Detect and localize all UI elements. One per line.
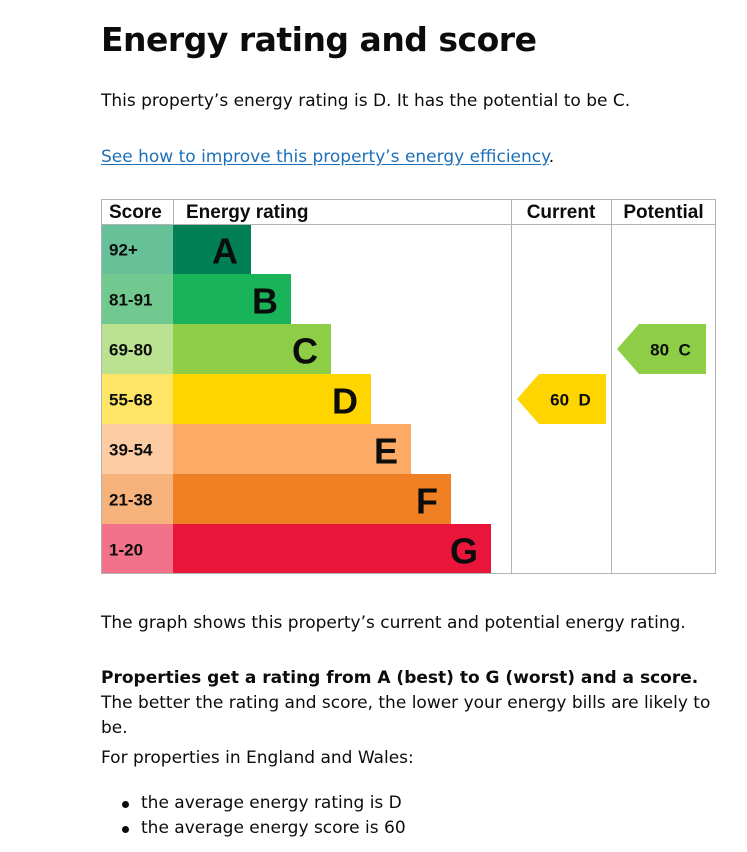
score-range-d: 55-68: [109, 391, 152, 410]
score-cell-e: [101, 424, 173, 474]
current-rating-arrow: [517, 374, 606, 424]
potential-rating-label: 80 C: [650, 341, 691, 360]
chart-border: [101, 199, 716, 574]
score-range-c: 69-80: [109, 341, 152, 360]
score-cell-c: [101, 324, 173, 374]
link-period: .: [548, 147, 555, 167]
rating-letter-f: F: [416, 481, 438, 522]
rating-bar-b: [173, 274, 291, 324]
ratings-explanation: Properties get a rating from A (best) to…: [101, 666, 721, 741]
score-range-e: 39-54: [109, 441, 153, 460]
header-current: Current: [527, 202, 596, 223]
page-title: Energy rating and score: [101, 20, 537, 59]
rating-bar-d: [173, 374, 371, 424]
list-item-average-rating: the average energy rating is D: [119, 791, 406, 816]
score-range-b: 81-91: [109, 291, 152, 310]
rating-bar-g: [173, 524, 491, 574]
score-range-f: 21-38: [109, 491, 152, 510]
rating-letter-d: D: [332, 381, 358, 422]
header-score: Score: [109, 202, 162, 223]
graph-description: The graph shows this property’s current …: [101, 613, 686, 633]
england-wales-intro: For properties in England and Wales:: [101, 748, 414, 768]
ratings-explanation-rest: The better the rating and score, the low…: [101, 693, 711, 738]
rating-letter-b: B: [252, 281, 278, 322]
rating-bar-e: [173, 424, 411, 474]
improve-link-paragraph: See how to improve this property’s energ…: [101, 145, 554, 170]
rating-letter-g: G: [450, 531, 478, 572]
energy-rating-chart: Score Energy rating Current Potential 92+ A 81…: [101, 199, 716, 574]
score-cell-g: [101, 524, 173, 574]
score-cell-a: [101, 224, 173, 274]
header-energy-rating: Energy rating: [186, 202, 308, 223]
rating-letter-a: A: [212, 231, 238, 272]
rating-bar-f: [173, 474, 451, 524]
potential-rating-arrow: [617, 324, 706, 374]
header-potential: Potential: [623, 202, 703, 223]
rating-letter-c: C: [292, 331, 318, 372]
rating-bar-a: [173, 224, 251, 274]
improve-efficiency-link[interactable]: See how to improve this property’s energ…: [101, 147, 549, 167]
score-range-g: 1-20: [109, 541, 143, 560]
list-item-average-score: the average energy score is 60: [119, 816, 406, 841]
score-cell-d: [101, 374, 173, 424]
rating-letter-e: E: [374, 431, 398, 472]
score-cell-f: [101, 474, 173, 524]
ratings-explanation-bold: Properties get a rating from A (best) to…: [101, 668, 699, 688]
current-rating-label: 60 D: [550, 391, 591, 410]
averages-list: the average energy rating is D the avera…: [119, 791, 406, 841]
rating-summary: This property’s energy rating is D. It h…: [101, 91, 631, 111]
score-range-a: 92+: [109, 241, 138, 260]
score-cell-b: [101, 274, 173, 324]
rating-bar-c: [173, 324, 331, 374]
